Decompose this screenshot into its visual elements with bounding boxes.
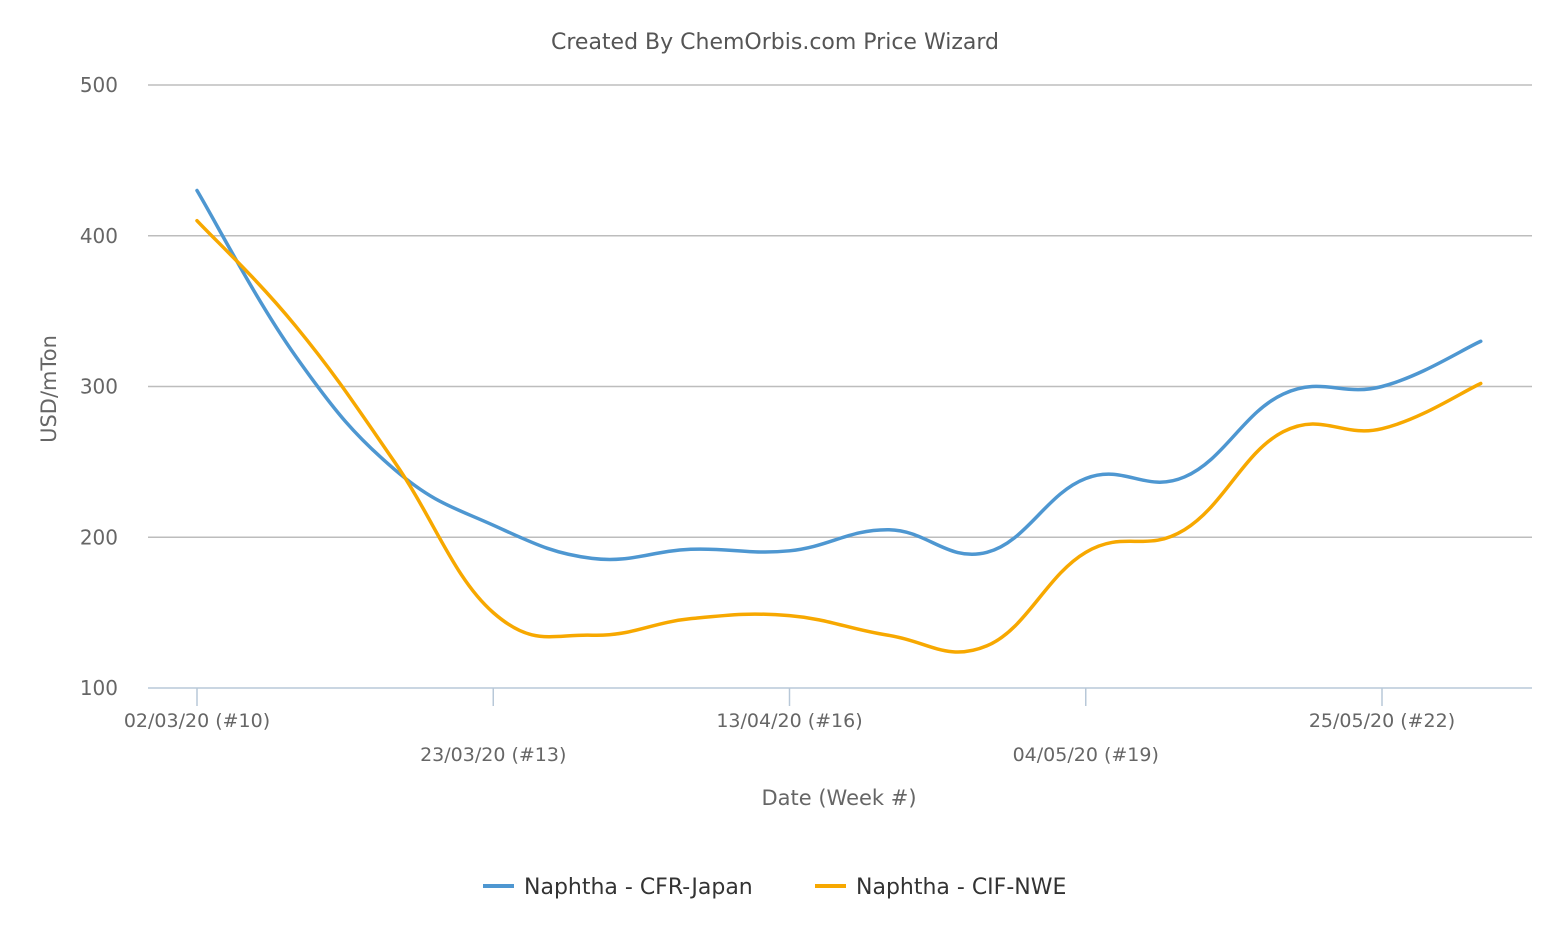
x-tick-label: 02/03/20 (#10) [124, 710, 270, 732]
x-tick-label: 04/05/20 (#19) [1013, 744, 1159, 766]
x-tick-label: 13/04/20 (#16) [716, 710, 862, 732]
y-axis-label: USD/mTon [37, 335, 61, 443]
legend-item: Naphtha - CFR-Japan [524, 875, 753, 900]
x-axis-label: Date (Week #) [761, 786, 916, 810]
x-tick-label: 25/05/20 (#22) [1309, 710, 1455, 732]
chart-title: Created By ChemOrbis.com Price Wizard [551, 30, 999, 55]
y-tick-label: 200 [80, 525, 118, 549]
y-tick-label: 400 [80, 224, 118, 248]
y-tick-label: 300 [80, 375, 118, 399]
series-line-cfr-japan [195, 188, 1483, 562]
y-tick-label: 100 [80, 676, 118, 700]
legend-item: Naphtha - CIF-NWE [856, 875, 1066, 900]
series-line-cif-nwe [195, 218, 1483, 654]
x-tick-label: 23/03/20 (#13) [420, 744, 566, 766]
y-tick-label: 500 [80, 73, 118, 97]
